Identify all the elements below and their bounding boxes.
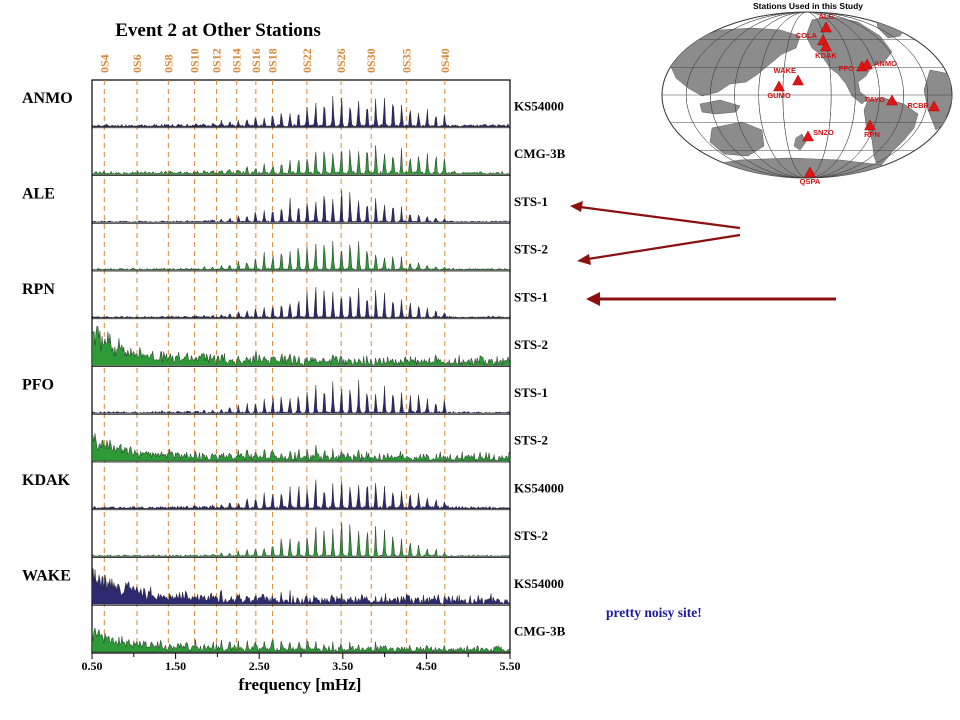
x-axis: 0.50 1.50 2.50 3.50 4.50 5.50 xyxy=(82,653,521,673)
trace-pfo-sts-1 xyxy=(91,379,511,414)
station-label: RPN xyxy=(22,281,55,298)
arrow-ale-sts2-head xyxy=(577,254,591,265)
mode-label: 0S8 xyxy=(161,54,175,73)
station-marker-wake xyxy=(792,74,804,86)
station-marker-anmo xyxy=(861,58,873,70)
station-marker-label: WAKE xyxy=(774,66,797,75)
mode-label: 0S18 xyxy=(266,48,280,73)
mode-label: 0S26 xyxy=(334,48,348,73)
station-marker-snzo xyxy=(802,130,814,142)
x-tick-label: 4.50 xyxy=(416,659,437,673)
instrument-label: STS-2 xyxy=(514,433,548,448)
x-axis-title: frequency [mHz] xyxy=(239,675,362,694)
station-marker-payg xyxy=(886,94,898,106)
station-marker-gumo xyxy=(773,80,785,92)
trace-kdak-sts-2 xyxy=(91,522,511,557)
station-label: PFO xyxy=(22,376,54,393)
station-label: KDAK xyxy=(22,472,71,489)
mode-label: 0S22 xyxy=(300,48,314,73)
x-tick-label: 5.50 xyxy=(500,659,521,673)
trace-pfo-sts-2 xyxy=(91,433,511,462)
spectral-traces xyxy=(91,95,511,653)
station-marker-rpn xyxy=(864,119,876,131)
instrument-label: KS54000 xyxy=(514,576,564,591)
mode-labels: 0S4 0S6 0S8 0S10 0S12 0S14 0S16 0S18 0S22 0S26 0S3… xyxy=(97,48,452,73)
map-meridian xyxy=(734,12,880,178)
station-marker-label: GUMO xyxy=(767,91,790,100)
station-label: ALE xyxy=(22,185,55,202)
map-meridian xyxy=(710,12,904,178)
station-marker-qspa xyxy=(804,166,816,178)
chart-title: Event 2 at Other Stations xyxy=(115,20,320,41)
trace-kdak-ks54000 xyxy=(91,479,511,510)
trace-anmo-ks54000 xyxy=(91,95,511,128)
station-marker-label: KDAK xyxy=(815,51,837,60)
x-tick-label: 2.50 xyxy=(249,659,270,673)
trace-ale-sts-1 xyxy=(91,190,511,223)
station-label: ANMO xyxy=(22,90,73,107)
instrument-label: KS54000 xyxy=(514,480,564,495)
panel-separators xyxy=(92,127,510,654)
mode-label: 0S6 xyxy=(130,54,144,73)
instrument-label: CMG-3B xyxy=(514,624,566,639)
station-marker-label: PAYG xyxy=(865,95,885,104)
world-map-inset: Stations Used in this Study ALECOLAKDAKP… xyxy=(661,1,953,186)
map-meridian xyxy=(782,12,832,178)
station-marker-label: ANMO xyxy=(874,59,897,68)
station-marker-label: COLA xyxy=(796,31,818,40)
arrow-ale-sts1 xyxy=(579,205,741,230)
station-marker-ale xyxy=(820,21,832,33)
station-marker-rcbr xyxy=(928,100,940,112)
instrument-label: STS-1 xyxy=(514,385,548,400)
trace-ale-sts-2 xyxy=(91,241,511,271)
station-labels: ANMO ALE RPN PFO KDAK WAKE xyxy=(22,90,73,585)
annotation-arrows xyxy=(570,201,836,306)
instrument-label: STS-2 xyxy=(514,242,548,257)
station-marker-label: SNZO xyxy=(813,128,834,137)
instrument-label: KS54000 xyxy=(514,98,564,113)
x-tick-label: 0.50 xyxy=(82,659,103,673)
station-marker-kdak xyxy=(820,40,832,52)
trace-rpn-sts-1 xyxy=(91,287,511,319)
mode-label: 0S14 xyxy=(230,48,244,73)
map-graticule xyxy=(662,12,952,178)
instrument-label: STS-1 xyxy=(514,194,548,209)
mode-label: 0S16 xyxy=(249,48,263,73)
trace-rpn-sts-2 xyxy=(91,325,511,367)
station-marker-label: RCBR xyxy=(907,101,929,110)
map-title: Stations Used in this Study xyxy=(753,1,863,11)
mode-label: 0S40 xyxy=(438,48,452,73)
trace-anmo-cmg-3b xyxy=(91,145,511,175)
noisy-site-note: pretty noisy site! xyxy=(606,605,702,620)
instrument-label: STS-1 xyxy=(514,289,548,304)
station-marker-label: ALE xyxy=(819,12,834,21)
x-tick-label: 1.50 xyxy=(165,659,186,673)
instrument-label: CMG-3B xyxy=(514,146,566,161)
trace-wake-cmg-3b xyxy=(91,627,511,653)
instrument-labels: KS54000 CMG-3B STS-1 STS-2 STS-1 STS-2 STS-1 ST… xyxy=(514,98,566,638)
station-label: WAKE xyxy=(22,567,71,584)
mode-label: 0S30 xyxy=(364,48,378,73)
station-marker-label: RPN xyxy=(864,130,880,139)
station-marker-label: PFO xyxy=(839,64,855,73)
mode-label: 0S35 xyxy=(399,48,413,73)
station-marker-label: QSPA xyxy=(800,177,821,186)
map-meridian xyxy=(685,12,929,178)
arrow-ale-sts1-head xyxy=(570,201,583,212)
x-tick-label: 3.50 xyxy=(332,659,353,673)
instrument-label: STS-2 xyxy=(514,337,548,352)
trace-wake-ks54000 xyxy=(91,568,511,605)
map-meridian xyxy=(758,12,856,178)
mode-label: 0S10 xyxy=(188,48,202,73)
arrow-rpn-sts1-head xyxy=(586,292,600,306)
arrow-ale-sts2 xyxy=(587,233,741,261)
mode-label: 0S4 xyxy=(97,54,111,73)
mode-label: 0S12 xyxy=(210,48,224,73)
instrument-label: STS-2 xyxy=(514,528,548,543)
